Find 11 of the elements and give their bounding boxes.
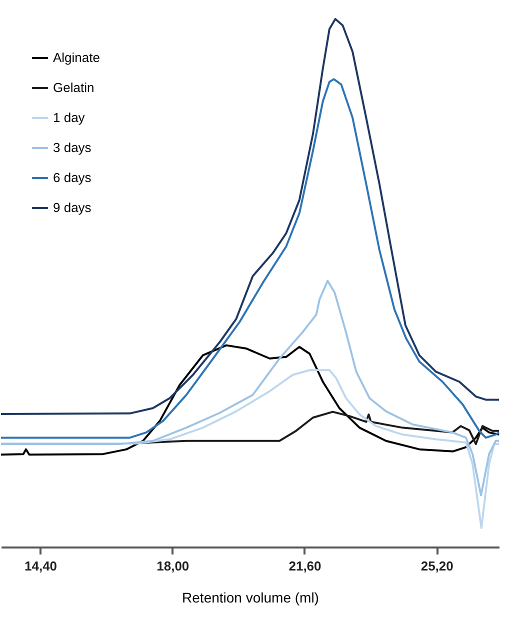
- x-tick-label: 14,40: [24, 558, 58, 574]
- legend-label: 6 days: [53, 170, 92, 185]
- legend-label: 9 days: [53, 200, 92, 215]
- x-axis-title: Retention volume (ml): [182, 590, 319, 606]
- x-tick-label: 21,60: [288, 558, 322, 574]
- x-tick-label: 25,20: [420, 558, 454, 574]
- legend-label: Alginate: [53, 50, 100, 65]
- legend-label: Gelatin: [53, 80, 94, 95]
- x-tick-label: 18,00: [156, 558, 190, 574]
- legend-label: 3 days: [53, 140, 92, 155]
- legend-label: 1 day: [53, 110, 86, 125]
